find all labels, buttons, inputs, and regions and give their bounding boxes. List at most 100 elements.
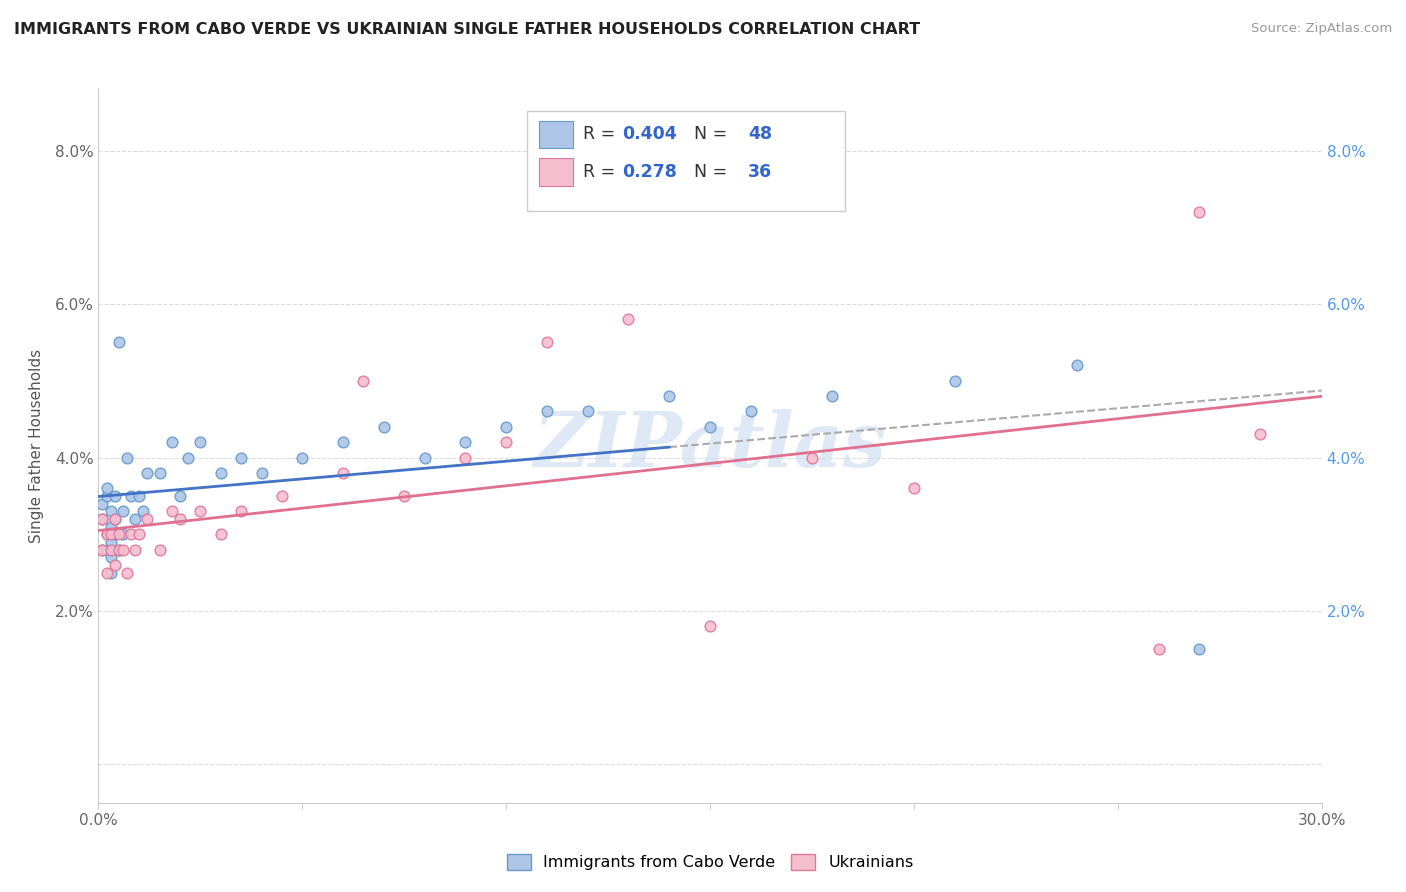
Point	[177, 450, 200, 465]
Point	[108, 542, 131, 557]
Point	[270, 489, 294, 503]
Text: IMMIGRANTS FROM CABO VERDE VS UKRAINIAN SINGLE FATHER HOUSEHOLDS CORRELATION CHA: IMMIGRANTS FROM CABO VERDE VS UKRAINIAN …	[14, 22, 920, 37]
Point	[132, 504, 155, 518]
Y-axis label: Single Father Households: Single Father Households	[28, 349, 44, 543]
Text: N =: N =	[683, 125, 733, 143]
Point	[209, 466, 232, 480]
Point	[124, 542, 146, 557]
Point	[332, 466, 354, 480]
Point	[373, 419, 395, 434]
FancyBboxPatch shape	[526, 111, 845, 211]
Point	[188, 435, 212, 450]
Point	[160, 504, 183, 518]
Point	[111, 527, 134, 541]
Point	[352, 374, 374, 388]
Point	[115, 450, 138, 465]
Point	[104, 512, 127, 526]
Point	[100, 519, 122, 533]
Point	[100, 535, 122, 549]
Point	[136, 466, 159, 480]
Point	[100, 527, 122, 541]
Point	[495, 419, 517, 434]
Point	[91, 512, 114, 526]
Point	[658, 389, 681, 403]
Point	[536, 404, 558, 418]
Point	[104, 558, 127, 572]
Point	[1188, 205, 1211, 219]
Point	[149, 542, 172, 557]
Text: 36: 36	[748, 163, 772, 181]
Point	[801, 450, 824, 465]
Point	[111, 504, 134, 518]
Point	[91, 542, 114, 557]
Point	[149, 466, 172, 480]
Point	[96, 527, 118, 541]
Point	[96, 489, 118, 503]
Point	[128, 527, 150, 541]
Point	[120, 489, 142, 503]
Point	[128, 489, 150, 503]
Point	[392, 489, 416, 503]
Legend: Immigrants from Cabo Verde, Ukrainians: Immigrants from Cabo Verde, Ukrainians	[501, 847, 920, 877]
Text: 0.404: 0.404	[621, 125, 676, 143]
Point	[91, 497, 114, 511]
Point	[536, 335, 558, 350]
Point	[495, 435, 517, 450]
Point	[115, 566, 138, 580]
Point	[699, 419, 721, 434]
Point	[454, 450, 477, 465]
FancyBboxPatch shape	[538, 159, 574, 186]
Point	[291, 450, 314, 465]
Point	[91, 542, 114, 557]
Point	[111, 542, 134, 557]
Point	[821, 389, 844, 403]
Point	[699, 619, 721, 633]
Point	[96, 566, 118, 580]
Text: N =: N =	[683, 163, 733, 181]
Point	[108, 527, 131, 541]
Point	[104, 512, 127, 526]
Point	[104, 527, 127, 541]
Point	[332, 435, 354, 450]
Point	[96, 542, 118, 557]
Point	[943, 374, 966, 388]
Point	[231, 504, 253, 518]
Text: 48: 48	[748, 125, 772, 143]
Text: Source: ZipAtlas.com: Source: ZipAtlas.com	[1251, 22, 1392, 36]
Point	[100, 550, 122, 565]
Point	[124, 512, 146, 526]
Point	[413, 450, 436, 465]
Point	[231, 450, 253, 465]
Point	[454, 435, 477, 450]
Text: 0.278: 0.278	[621, 163, 676, 181]
Point	[1249, 427, 1271, 442]
Point	[169, 512, 191, 526]
Point	[576, 404, 599, 418]
Point	[1188, 642, 1211, 657]
Point	[136, 512, 159, 526]
Point	[250, 466, 273, 480]
Point	[96, 527, 118, 541]
Point	[100, 566, 122, 580]
Point	[903, 481, 925, 495]
Point	[169, 489, 191, 503]
Point	[108, 335, 131, 350]
Text: R =: R =	[583, 125, 620, 143]
Point	[617, 312, 640, 326]
Point	[91, 512, 114, 526]
Text: ZIPatlas: ZIPatlas	[533, 409, 887, 483]
Point	[1147, 642, 1170, 657]
FancyBboxPatch shape	[538, 120, 574, 148]
Point	[209, 527, 232, 541]
Text: R =: R =	[583, 163, 620, 181]
Point	[100, 542, 122, 557]
Point	[160, 435, 183, 450]
Point	[740, 404, 762, 418]
Point	[104, 489, 127, 503]
Point	[96, 481, 118, 495]
Point	[188, 504, 212, 518]
Point	[100, 504, 122, 518]
Point	[108, 542, 131, 557]
Point	[120, 527, 142, 541]
Point	[1066, 359, 1088, 373]
